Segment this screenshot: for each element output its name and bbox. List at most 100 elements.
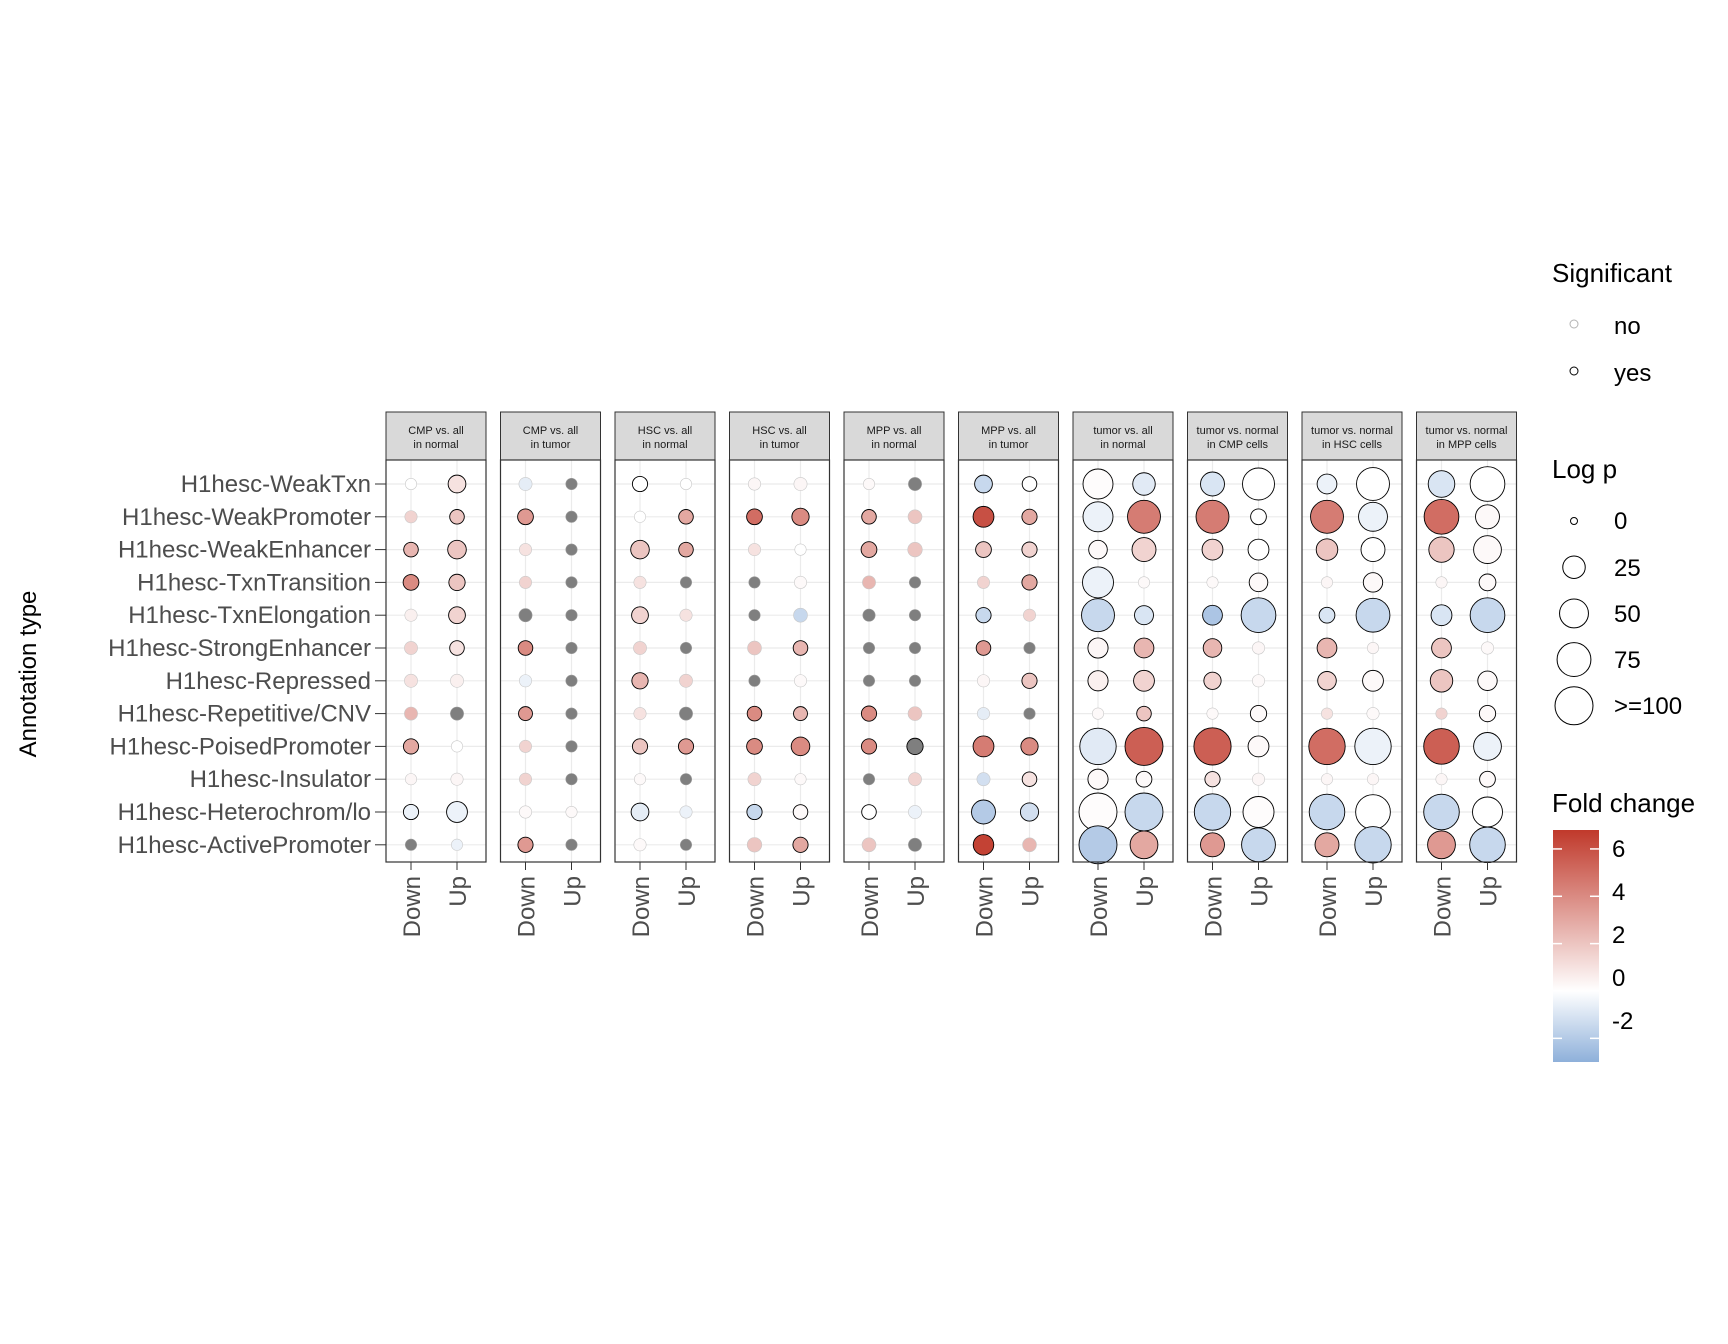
data-point (565, 806, 578, 818)
data-point (1021, 476, 1038, 492)
y-tick-label: H1hesc-Repetitive/CNV (118, 701, 371, 728)
data-point (908, 772, 922, 787)
x-tick-label: Up (674, 876, 701, 907)
data-point (634, 773, 646, 786)
data-point (1136, 705, 1152, 722)
x-tick-label: Down (514, 876, 541, 937)
data-point (1200, 471, 1225, 497)
y-tick-label: H1hesc-WeakTxn (181, 471, 371, 498)
data-point (908, 837, 922, 852)
data-point (631, 475, 649, 493)
data-point (1431, 637, 1452, 659)
data-point (1082, 468, 1114, 500)
legend-logp-label-50: 50 (1614, 601, 1641, 628)
data-point (1355, 794, 1391, 830)
data-point (975, 607, 992, 624)
data-point (450, 673, 464, 688)
data-point (1478, 573, 1497, 592)
data-point (746, 837, 763, 853)
data-point (1423, 498, 1460, 535)
legend-logp-keys (1554, 517, 1594, 726)
facet-strip (1072, 411, 1174, 461)
facet-strip-label: HSC vs. all (752, 425, 806, 437)
data-point (907, 509, 923, 525)
facet-strip (1187, 411, 1288, 461)
x-tick-label: Up (445, 876, 472, 907)
data-point (449, 509, 465, 525)
x-tick-label: Down (1430, 876, 1457, 937)
data-point (519, 805, 532, 819)
data-point (1472, 796, 1503, 828)
data-point (1021, 508, 1038, 525)
data-point (1427, 830, 1456, 860)
data-point (1201, 538, 1224, 561)
data-point (1021, 771, 1038, 787)
data-point (1023, 642, 1036, 654)
data-point (1133, 637, 1155, 659)
data-point (794, 543, 807, 556)
data-point (1127, 499, 1161, 534)
data-point (860, 738, 878, 755)
data-point (1318, 606, 1336, 624)
facet-strip (843, 411, 945, 461)
facet-panel: tumor vs. normal in MPP cells Down Up (1415, 411, 1518, 937)
data-point (565, 543, 578, 556)
x-tick-label: Up (560, 876, 587, 907)
x-tick-label: Down (972, 876, 999, 937)
data-point (1435, 576, 1448, 589)
legend-logp-label-0: 0 (1614, 508, 1627, 535)
data-point (404, 510, 418, 524)
data-point (1138, 576, 1150, 589)
data-point (450, 706, 464, 721)
y-tick-label: H1hesc-Heterochrom/lo (118, 799, 371, 826)
data-point (790, 736, 811, 757)
panel-background (729, 460, 830, 862)
data-point (1308, 793, 1346, 831)
data-point (446, 801, 468, 823)
data-point (1469, 597, 1506, 634)
y-tick-label: H1hesc-StrongEnhancer (108, 635, 371, 662)
data-point (402, 738, 420, 755)
data-point (631, 738, 649, 755)
data-point (862, 575, 876, 590)
facet-panel: CMP vs. all in tumor Down Up (499, 411, 602, 937)
y-tick-labels: H1hesc-WeakTxn H1hesc-WeakPromoter H1hesc-… (108, 471, 386, 859)
data-point (519, 772, 532, 786)
data-point (794, 575, 807, 589)
data-point (1021, 574, 1038, 591)
data-point (1249, 704, 1268, 723)
data-point (678, 541, 694, 558)
data-point (976, 772, 991, 787)
panel-border (957, 459, 1060, 863)
data-point (1321, 773, 1333, 786)
data-point (977, 575, 990, 589)
data-point (1020, 737, 1039, 756)
data-point (1092, 707, 1104, 720)
facet-strip-label: in normal (1100, 439, 1145, 451)
data-point (565, 576, 578, 589)
data-point (1193, 793, 1232, 831)
data-point (1428, 536, 1455, 563)
y-tick-label: H1hesc-WeakEnhancer (118, 537, 371, 564)
data-point (518, 477, 533, 491)
legend-significant-yes: yes (1614, 360, 1651, 387)
legend-significant-no: no (1614, 313, 1641, 340)
facet-strip-label: tumor vs. normal (1311, 425, 1393, 437)
x-tick-label: Up (1247, 876, 1274, 907)
data-point (630, 802, 650, 822)
facet-strip-label: in tumor (989, 439, 1029, 451)
data-point (680, 838, 692, 851)
data-point (972, 505, 995, 528)
data-point (863, 478, 875, 490)
data-point (449, 640, 465, 656)
data-point (748, 576, 761, 589)
y-tick-label: H1hesc-Insulator (190, 766, 371, 793)
data-point (792, 640, 809, 656)
data-point (1315, 538, 1339, 561)
legend-logp-key (1562, 555, 1586, 579)
data-point (448, 573, 466, 591)
data-point (450, 772, 464, 786)
data-point (633, 707, 647, 721)
data-point (748, 674, 761, 687)
